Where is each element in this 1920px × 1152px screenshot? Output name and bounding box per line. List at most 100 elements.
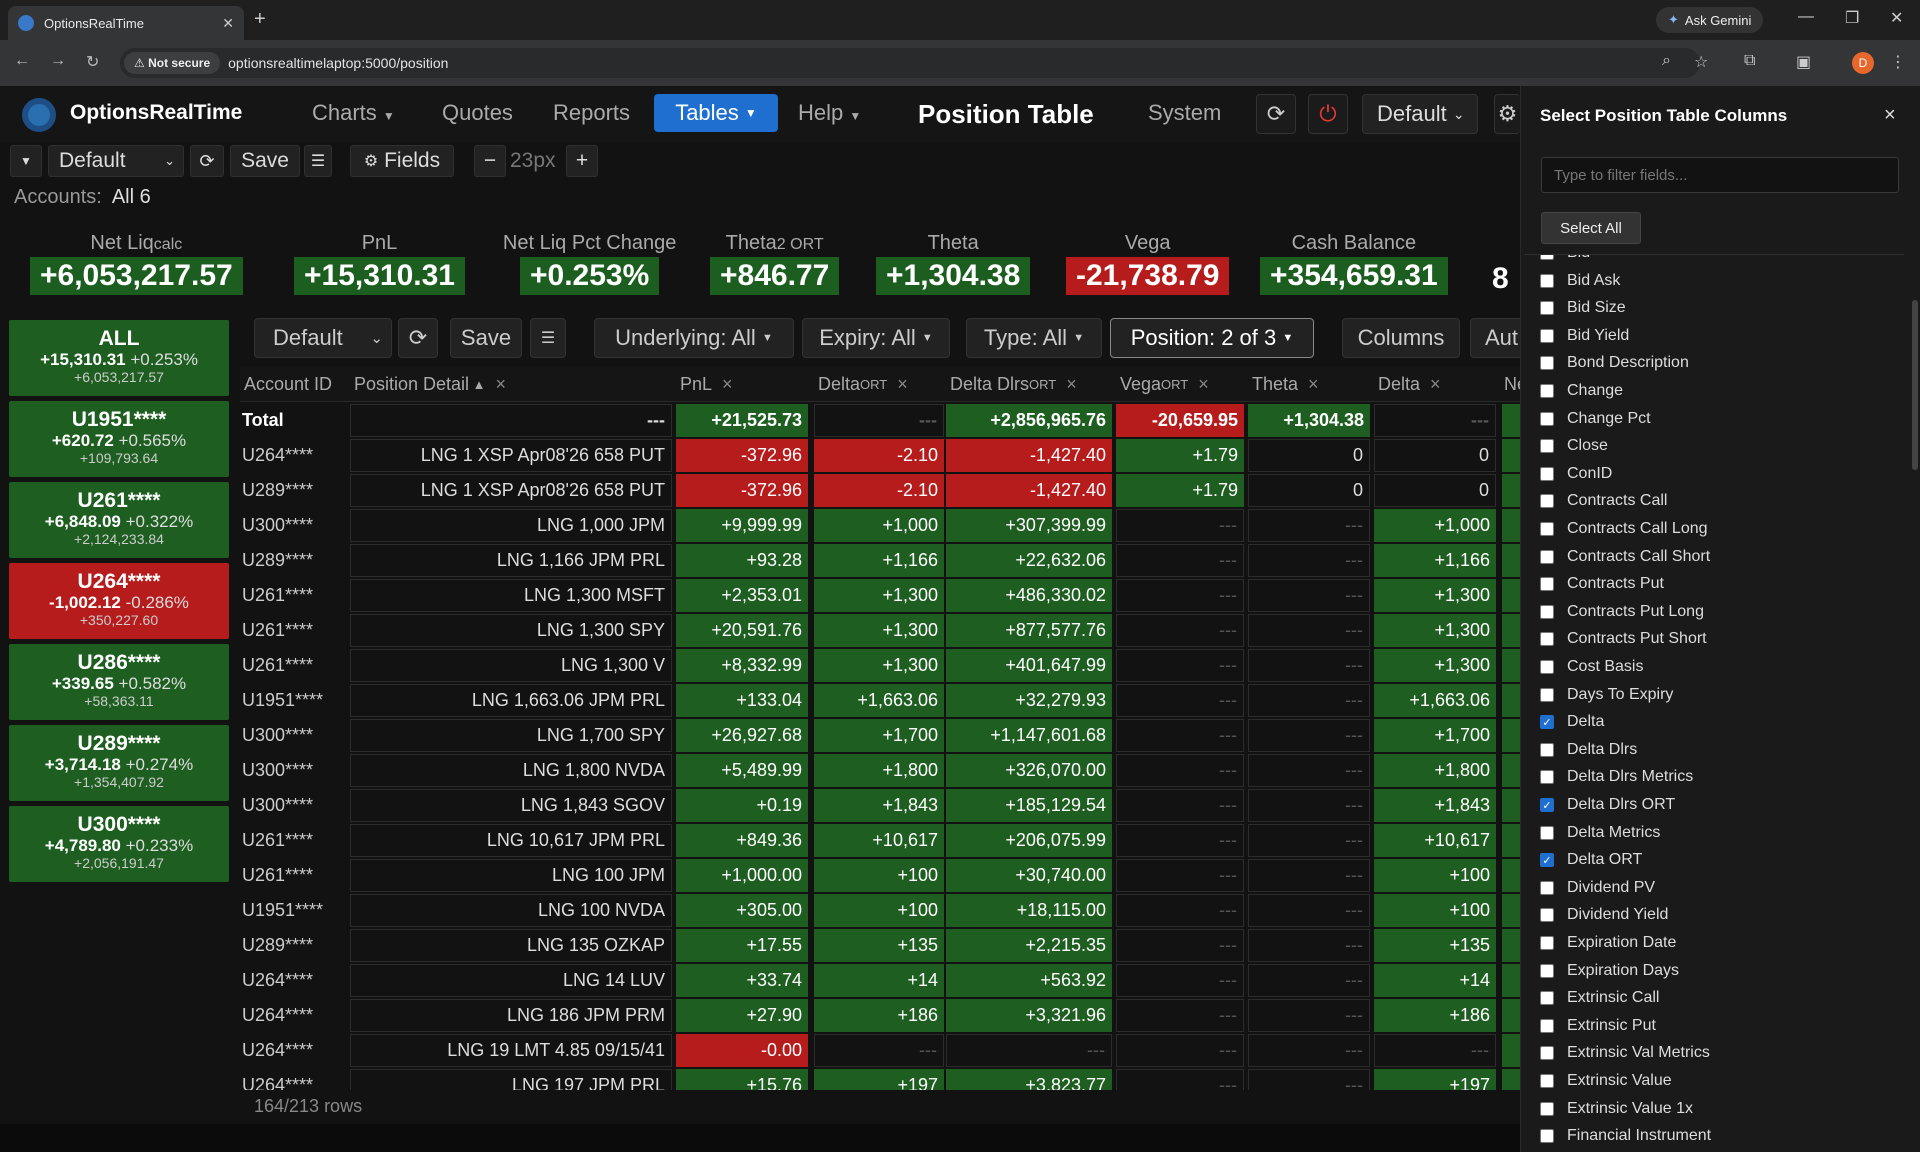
field-item[interactable]: Expiration Days: [1540, 959, 1679, 983]
table-row[interactable]: U289**** LNG 1 XSP Apr08'26 658 PUT -372.9…: [240, 474, 1520, 509]
checkbox[interactable]: [1540, 549, 1554, 564]
checkbox[interactable]: [1540, 273, 1554, 288]
toolbar-refresh-button[interactable]: ⟳: [190, 145, 224, 177]
column-header[interactable]: PnL ×: [676, 366, 810, 402]
table-row[interactable]: U289**** LNG 135 OZKAP +17.55 +135 +2,215.35…: [240, 929, 1520, 964]
field-item[interactable]: Extrinsic Call: [1540, 986, 1659, 1010]
field-item[interactable]: Contracts Call Long: [1540, 517, 1708, 541]
auto-button[interactable]: Aut: [1470, 318, 1520, 358]
checkbox[interactable]: [1540, 577, 1554, 592]
checkbox[interactable]: [1540, 770, 1554, 785]
menu-kebab-icon[interactable]: ⋮: [1890, 54, 1906, 71]
underlying-filter[interactable]: Underlying: All ▼: [594, 318, 794, 358]
field-item[interactable]: Delta Metrics: [1540, 821, 1660, 845]
field-item[interactable]: Close: [1540, 434, 1608, 458]
account-card[interactable]: U264**** -1,002.12 -0.286% +350,227.60: [9, 563, 229, 639]
remove-column-icon[interactable]: ×: [1420, 373, 1441, 394]
checkbox[interactable]: [1540, 384, 1554, 398]
table-row[interactable]: U300**** LNG 1,800 NVDA +5,489.99 +1,800 +32…: [240, 754, 1520, 789]
field-item[interactable]: Contracts Put Long: [1540, 600, 1704, 624]
table-row[interactable]: U261**** LNG 1,300 V +8,332.99 +1,300 +401,6…: [240, 649, 1520, 684]
grid-refresh-button[interactable]: ⟳: [398, 318, 438, 358]
remove-column-icon[interactable]: ×: [1298, 373, 1319, 394]
remove-column-icon[interactable]: ×: [1056, 373, 1077, 394]
total-row[interactable]: Total --- +21,525.73 --- +2,856,965.76 -20,65…: [240, 404, 1520, 439]
layout-select[interactable]: Default ⌄: [1362, 94, 1478, 134]
close-window-icon[interactable]: ✕: [1890, 10, 1904, 27]
power-button[interactable]: ⏻: [1308, 94, 1348, 134]
field-item[interactable]: Bid Size: [1540, 296, 1626, 320]
sort-asc-icon[interactable]: ▲: [469, 376, 486, 392]
font-increase-button[interactable]: +: [566, 145, 598, 177]
field-item[interactable]: ✓ Delta ORT: [1540, 848, 1642, 872]
table-row[interactable]: U300**** LNG 1,843 SGOV +0.19 +1,843 +185,12…: [240, 789, 1520, 824]
toolbar-save-button[interactable]: Save: [230, 145, 300, 177]
browser-tab[interactable]: OptionsRealTime ✕: [8, 6, 244, 40]
back-icon[interactable]: ←: [14, 52, 30, 69]
checkbox[interactable]: [1540, 687, 1554, 702]
table-row[interactable]: U264**** LNG 19 LMT 4.85 09/15/41 -0.00 ---…: [240, 1034, 1520, 1069]
restore-icon[interactable]: ❐: [1845, 10, 1860, 27]
field-item[interactable]: Extrinsic Val Metrics: [1540, 1041, 1710, 1065]
column-header[interactable]: Vega ORT ×: [1116, 366, 1246, 402]
forward-icon[interactable]: →: [50, 52, 66, 69]
account-card[interactable]: U1951**** +620.72 +0.565% +109,793.64: [9, 401, 229, 477]
nav-help[interactable]: Help ▼: [798, 100, 862, 125]
nav-tables[interactable]: Tables ▼: [654, 94, 778, 132]
table-row[interactable]: U261**** LNG 1,300 SPY +20,591.76 +1,300 +87…: [240, 614, 1520, 649]
fields-button[interactable]: ⚙ Fields: [350, 145, 454, 177]
panel-scrollbar[interactable]: [1912, 300, 1918, 470]
refresh-button[interactable]: ⟳: [1256, 94, 1296, 134]
ask-gemini-button[interactable]: ✦ Ask Gemini: [1656, 7, 1764, 33]
grid-menu-button[interactable]: ☰: [530, 318, 566, 358]
bookmark-star-icon[interactable]: ☆: [1694, 54, 1709, 71]
minimize-icon[interactable]: —: [1798, 8, 1814, 25]
field-item[interactable]: ConID: [1540, 462, 1612, 486]
checkbox[interactable]: [1540, 1018, 1554, 1033]
column-header[interactable]: Delta ORT ×: [814, 366, 946, 402]
field-item[interactable]: Bid: [1540, 255, 1590, 265]
table-row[interactable]: U264**** LNG 1 XSP Apr08'26 658 PUT -372.9…: [240, 439, 1520, 474]
checkbox[interactable]: [1540, 439, 1554, 454]
checkbox[interactable]: [1540, 742, 1554, 757]
position-filter[interactable]: Position: 2 of 3 ▼: [1110, 318, 1314, 358]
table-row[interactable]: U261**** LNG 10,617 JPM PRL +849.36 +10,617…: [240, 824, 1520, 859]
field-item[interactable]: Change Pct: [1540, 407, 1651, 431]
field-item[interactable]: Dividend PV: [1540, 876, 1655, 900]
table-row[interactable]: U264**** LNG 14 LUV +33.74 +14 +563.92 --- ---…: [240, 964, 1520, 999]
field-item[interactable]: Extrinsic Value: [1540, 1069, 1672, 1093]
field-item[interactable]: Bond Description: [1540, 351, 1689, 375]
profile-avatar[interactable]: D: [1852, 52, 1874, 74]
field-item[interactable]: Delta Dlrs: [1540, 738, 1637, 762]
not-secure-badge[interactable]: ⚠ Not secure: [124, 52, 221, 74]
collapse-button[interactable]: ▼: [10, 145, 42, 177]
field-item[interactable]: Delta Dlrs Metrics: [1540, 765, 1693, 789]
field-item[interactable]: Extrinsic Put: [1540, 1014, 1656, 1038]
field-item[interactable]: Contracts Put Short: [1540, 627, 1707, 651]
checkbox[interactable]: [1540, 411, 1554, 426]
toolbar-layout-select[interactable]: Default ⌄: [48, 145, 184, 177]
nav-reports[interactable]: Reports: [553, 100, 631, 125]
remove-column-icon[interactable]: ×: [1188, 373, 1209, 394]
checkbox[interactable]: [1540, 991, 1554, 1006]
field-item[interactable]: Bid Yield: [1540, 324, 1629, 348]
column-header[interactable]: Delta Dlrs ORT ×: [946, 366, 1114, 402]
columns-button[interactable]: Columns: [1342, 318, 1460, 358]
table-row[interactable]: U261**** LNG 100 JPM +1,000.00 +100 +30,740.…: [240, 859, 1520, 894]
remove-column-icon[interactable]: ×: [485, 373, 507, 394]
checkbox[interactable]: ✓: [1540, 798, 1554, 812]
field-item[interactable]: Extrinsic Value 1x: [1540, 1097, 1693, 1121]
checkbox[interactable]: [1540, 494, 1554, 509]
checkbox[interactable]: [1540, 1101, 1554, 1116]
table-row[interactable]: U1951**** LNG 100 NVDA +305.00 +100 +18,115.…: [240, 894, 1520, 929]
column-header[interactable]: Theta ×: [1248, 366, 1372, 402]
checkbox[interactable]: [1540, 604, 1554, 619]
checkbox[interactable]: [1540, 328, 1554, 343]
checkbox[interactable]: ✓: [1540, 853, 1554, 868]
grid-save-button[interactable]: Save: [450, 318, 522, 358]
checkbox[interactable]: [1540, 522, 1554, 536]
nav-charts[interactable]: Charts ▼: [312, 100, 395, 125]
checkbox[interactable]: [1540, 255, 1554, 260]
checkbox[interactable]: [1540, 660, 1554, 674]
type-filter[interactable]: Type: All ▼: [966, 318, 1102, 358]
